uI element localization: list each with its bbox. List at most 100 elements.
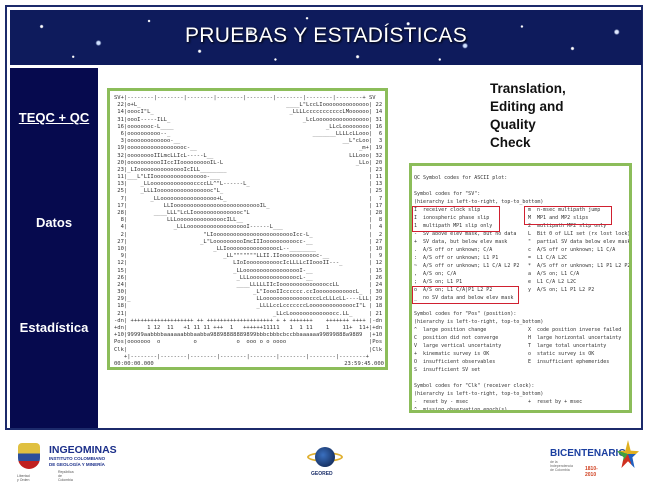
plot-row-body: "LIooooooooooooooooooooooooIcc-L_	[127, 232, 369, 239]
legend-code-right: o static survey is OK	[528, 351, 595, 357]
plot-row-separator: |	[123, 245, 128, 252]
plot-row-label: 30	[117, 289, 124, 296]
legend-row: Symbol codes for "SV":	[414, 190, 543, 198]
plot-row-right-text: __L"cLoo	[342, 138, 369, 145]
legend-code-right: m n-msec multipath jump	[528, 207, 601, 213]
plot-row-separator: |	[123, 152, 128, 159]
legend-code-left: + SV data, but below elev mask	[414, 239, 508, 245]
plot-row-body: _LLLLccLcccccccLooooooooooooocI"L	[127, 303, 369, 310]
plot-row-left-text: ____LLL"LcLIooooooooooooooc"L	[127, 210, 250, 216]
plot-row: 16 | oooooooc-L____ _LLcLoooooooo | 16	[114, 124, 384, 131]
plot-row-separator: |	[123, 303, 128, 310]
plot-row: 8 | LLLoooooooooooooocILL__ | 8	[114, 217, 384, 224]
legend-code-left: - reset by - msec	[414, 399, 469, 405]
title-line: Quality	[490, 117, 536, 132]
colombia-coat-of-arms-icon	[18, 443, 40, 469]
plot-row-right-text: _LLcLoooooooo	[325, 123, 369, 130]
plot-row-label-right: 32	[375, 152, 383, 159]
plot-row-body: oooooooooo--_ _______LLLLcLLooo	[127, 131, 369, 138]
legend-code-left: I receiver clock slip	[414, 207, 481, 213]
plot-row: 30 | _L"IoooIIcccccc.ccIooooooooooocL_ | 30	[114, 289, 384, 296]
plot-row-separator: |	[368, 267, 373, 274]
sidebar-item-datos[interactable]: Datos	[35, 215, 73, 230]
plot-row: 11 | ___L"LIIoooooooooooooooo-___ | 11	[114, 174, 384, 181]
plot-row-label: 27	[117, 238, 124, 245]
time-axis: 00:00:00.000 23:59:45.000	[114, 361, 384, 367]
plot-row-label-right: 31	[375, 116, 383, 123]
plot-row-body: _LL"""""""LLII.IIoooooooooooc-__	[127, 253, 369, 260]
plot-row-label-right: 14	[375, 109, 383, 116]
plot-row-label: -dn	[114, 317, 124, 324]
plot-row-separator: |	[368, 188, 373, 195]
plot-row: Pos | ooooooo o o o ooo o o oooo | Pos	[114, 339, 384, 346]
plot-row-body: _LLLooooooooooooooooooI------L___	[127, 224, 369, 231]
plot-row-label-right: +dn	[372, 325, 383, 331]
legend-code-right: T large total uncertainty	[528, 343, 607, 349]
plot-row-label-right: 22	[375, 102, 383, 109]
legend-row: QC Symbol codes for ASCII plot:	[414, 174, 543, 182]
legend-code-right: * A/S off or unknown; L1 P1 L2 P2	[528, 263, 631, 269]
legend-row	[414, 374, 543, 382]
plot-row-separator: |	[123, 289, 128, 296]
plot-row-separator: |	[368, 174, 373, 181]
plot-row-separator: |	[123, 267, 128, 274]
plot-row-separator: |	[123, 116, 128, 123]
legend-code-left: - SV above elev mask, but no data	[414, 231, 517, 237]
plot-row-label-right: 26	[375, 274, 383, 281]
plot-row-separator: |	[368, 116, 373, 123]
plot-row: 10 | _LLIooooooooooooooocL--________ | 10	[114, 246, 384, 253]
legend-code-left: Symbol codes for "SV":	[414, 191, 481, 197]
sidebar-item-estadistica[interactable]: Estadística	[19, 320, 89, 335]
plot-row-label: 23	[117, 166, 124, 173]
plot-row-left-text: _LLLIooooooooooooooooc"L_	[127, 188, 224, 195]
sidebar-item-teqc-qc[interactable]: TEQC + QC	[18, 110, 90, 125]
plot-row-body: ooooooo o o o ooo o o oooo	[127, 339, 369, 346]
plot-row: 15 | _LLoooooooooooooooooI-__ | 15	[114, 268, 384, 275]
plot-row-label-right: 30	[375, 289, 383, 296]
plot-row-left-text: _LLooooooooooooooooo+L_	[127, 195, 227, 202]
plot-row-label-right: 12	[375, 260, 383, 267]
plot-row-left-text: ooocI"L_	[127, 109, 154, 116]
highlight-box-multipath	[524, 206, 612, 225]
plot-row-left-text: oooooooooo--_	[127, 130, 171, 137]
globe-icon	[315, 447, 335, 467]
legend-row: V large vertical uncertainty T large tota…	[414, 342, 606, 350]
legend-code-right: H large horizontal uncertainty	[528, 335, 622, 341]
plot-row: 23 | _LIooooooooooooooIcILL________ | 23	[114, 167, 384, 174]
plot-row-separator: |	[368, 217, 373, 224]
plot-row-body: o+L_ ____L"LccLIoooooooooooooo	[127, 102, 369, 109]
plot-row-left-text: 1 12 11 +1 11 11 +++ 1 ++++++11111 1 1 1…	[127, 325, 369, 331]
plot-row-separator: |	[123, 217, 128, 224]
plot-row-label: 28	[117, 210, 124, 216]
plot-row-right-text: LLLooo	[349, 152, 369, 159]
legend-code-left: (hierarchy is left-to-right, top-to_bott…	[414, 319, 544, 325]
plot-row: 19 | oooooooooooooooooc-__ _m+ | 19	[114, 145, 384, 152]
plot-row-left-text: _LLLoooooooooooooocL-__	[127, 274, 313, 281]
plot-row-label-right: 24	[375, 281, 383, 288]
plot-row-left-text: _LLIooooooooooooooocL--________	[127, 245, 316, 252]
plot-row-right-text: _______LLLLcLLooo	[312, 130, 369, 137]
teqc-ascii-plot: SV+|--------|--------|--------|--------|…	[107, 88, 388, 370]
plot-row-label-right: 3	[378, 138, 383, 145]
plot-row-label-right: 21	[375, 310, 383, 317]
plot-row-label: 15	[117, 267, 124, 274]
plot-row-separator: |	[368, 296, 373, 303]
legend-row: Symbol codes for "Clk" (receiver clock):	[414, 382, 543, 390]
plot-row-body: ____LLLLLIIcIooooooooooooooccLL	[127, 282, 369, 289]
title-line: Check	[490, 135, 531, 150]
plot-row-body: 1 12 11 +1 11 11 +++ 1 ++++++11111 1 1 1…	[127, 325, 369, 332]
plot-row-left-text: _LLoooooooooooooooooI-__	[127, 267, 313, 274]
plot-row-label: 21	[117, 310, 124, 317]
plot-row-label: 17	[117, 202, 124, 209]
plot-row-separator: |	[123, 339, 128, 346]
plot-row-label: +10	[114, 332, 124, 339]
legend-row: ^ large position change X code position i…	[414, 326, 621, 334]
legend-code-right: = L1 C/A L2C	[528, 255, 568, 261]
legend-code-left: o A/S on; L1 C/A|P1 L2 P2	[414, 287, 493, 293]
plot-row-left-text: 99999aabbbbaaaaaabbbaabba98898888889899b…	[127, 332, 363, 339]
legend-row: . A/S off or unknown; C/A c A/S off or un…	[414, 246, 615, 254]
legend-code-right: X code position inverse failed	[528, 327, 622, 333]
legend-row: _ no SV data and below elev mask	[414, 294, 543, 302]
legend-code-right: y A/S on; L1 P1 L2 P2	[528, 287, 595, 293]
plot-row-label-right: 23	[375, 166, 383, 173]
